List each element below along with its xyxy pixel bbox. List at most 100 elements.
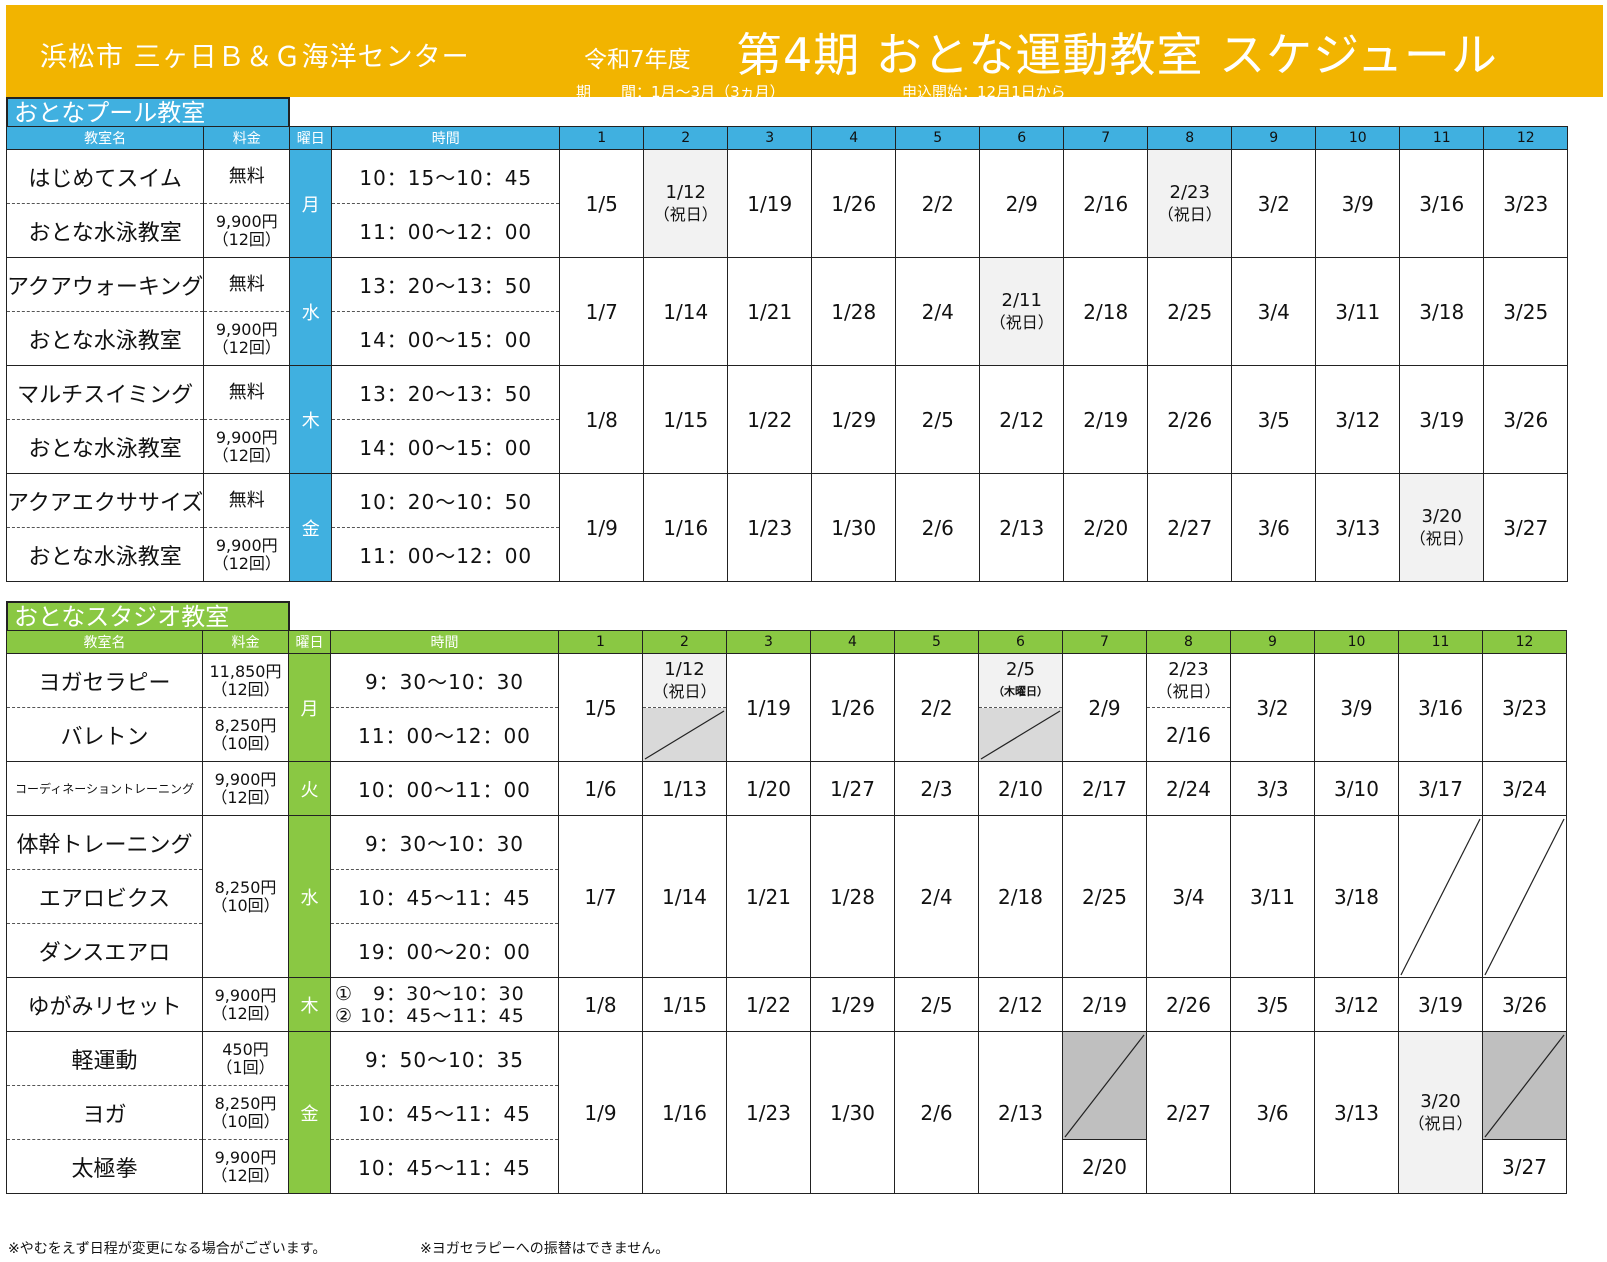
session-date-cell: 1/19 bbox=[727, 149, 813, 258]
class-name: ヨガ bbox=[6, 1085, 203, 1140]
fee-cell: 8,250円 （10回） bbox=[202, 1085, 289, 1140]
session-date-cell: 2/24 bbox=[1146, 761, 1231, 816]
time-cell: 9：30～10：30 bbox=[330, 815, 559, 870]
week-header-8: 8 bbox=[1146, 630, 1231, 654]
session-date-cell: 3/27 bbox=[1482, 1139, 1567, 1194]
week-header-7: 7 bbox=[1063, 126, 1149, 150]
time-cell: 14：00～15：00 bbox=[331, 311, 561, 366]
time-cell: 11：00～12：00 bbox=[330, 707, 559, 762]
session-date-cell: 1/16 bbox=[643, 473, 729, 582]
session-date-cell: 3/4 bbox=[1146, 815, 1231, 978]
session-date-cell: 3/24 bbox=[1482, 761, 1567, 816]
fee-count: （12回） bbox=[211, 1003, 280, 1023]
fee-cell: 9,900円 （12回） bbox=[203, 203, 291, 258]
session-date-cell: 3/6 bbox=[1230, 1031, 1315, 1194]
session-date-cell: 2/18 bbox=[1063, 257, 1149, 366]
session-date-cell: 1/13 bbox=[642, 761, 727, 816]
fee-cell: 無料 bbox=[203, 473, 291, 528]
session-date-cell: 1/9 bbox=[558, 1031, 643, 1194]
week-header-6: 6 bbox=[978, 630, 1063, 654]
fee-cell: 450円 （1回） bbox=[202, 1031, 289, 1086]
session-date: 2/23 bbox=[1168, 658, 1209, 680]
session-date-cell: 2/4 bbox=[895, 257, 981, 366]
class-name: 体幹トレーニング bbox=[6, 815, 203, 870]
studio-class-row: 体幹トレーニング 8,250円 （10回）水 9：30～10：30 1/7 1/14 1/2… bbox=[6, 815, 1567, 978]
session-date-cell: 3/19 bbox=[1398, 977, 1483, 1032]
week-header-7: 7 bbox=[1062, 630, 1147, 654]
studio-section-title: おとなスタジオ教室 bbox=[6, 601, 290, 631]
session-date-cell: 1/5 bbox=[558, 653, 643, 762]
studio-class-row: バレトン 8,250円 （10回） 11：00～12：00 2/16 bbox=[6, 707, 1567, 762]
session-date-cell: 1/8 bbox=[558, 977, 643, 1032]
session-date-cell: 1/26 bbox=[811, 149, 897, 258]
fiscal-year: 令和7年度 bbox=[584, 47, 691, 73]
session-date-cell: 3/23 bbox=[1483, 149, 1569, 258]
page-title: 第4期 おとな運動教室 スケジュール bbox=[736, 28, 1498, 82]
session-date-cell: 1/9 bbox=[559, 473, 645, 582]
session-date-cell: 1/7 bbox=[558, 815, 643, 978]
session-date-cell: 3/9 bbox=[1314, 653, 1399, 762]
session-date-cell: 2/25 bbox=[1147, 257, 1233, 366]
weekday-cell: 月 bbox=[288, 653, 331, 762]
class-name: はじめてスイム bbox=[5, 149, 205, 204]
pool-class-row: おとな水泳教室 9,900円 （12回） 14：00～15：00 bbox=[5, 311, 1568, 366]
session-date-cell: 2/11 （祝日） bbox=[979, 257, 1065, 366]
studio-class-row: ゆがみリセット 9,900円 （12回）木 ① 9：30～10：30 ② 10：45～1… bbox=[6, 977, 1567, 1032]
holiday-note: （祝日） bbox=[1156, 681, 1221, 701]
session-date-cell: 3/20 （祝日） bbox=[1398, 1031, 1483, 1194]
time-cell: 13：20～13：50 bbox=[331, 365, 561, 420]
class-name: ダンスエアロ bbox=[6, 923, 203, 978]
session-date-cell: 3/16 bbox=[1398, 653, 1483, 762]
fee-count: （12回） bbox=[212, 445, 281, 465]
header-banner: 浜松市 三ヶ日Ｂ＆Ｇ海洋センター 令和7年度 第4期 おとな運動教室 スケジュー… bbox=[6, 5, 1603, 101]
week-header-11: 11 bbox=[1399, 126, 1485, 150]
session-date-cell: 2/5 （木曜日） bbox=[978, 653, 1063, 708]
fee-amount: 9,900円 bbox=[215, 211, 278, 231]
org-name: 浜松市 三ヶ日Ｂ＆Ｇ海洋センター bbox=[40, 42, 470, 73]
session-date-cell: 3/13 bbox=[1314, 1031, 1399, 1194]
session-date-cell: 3/11 bbox=[1315, 257, 1401, 366]
not-held-cell bbox=[1482, 1031, 1567, 1140]
time-header: 時間 bbox=[330, 630, 559, 654]
session-date-cell: 3/19 bbox=[1399, 365, 1485, 474]
pool-class-row: はじめてスイム 無料月 10：15～10：45 1/5 1/12 （祝日） 1/19 1/26… bbox=[5, 149, 1569, 258]
class-name: 軽運動 bbox=[6, 1031, 203, 1086]
time-cell: 14：00～15：00 bbox=[331, 419, 561, 474]
session-date-cell: 1/14 bbox=[642, 815, 727, 978]
fee-cell: 8,250円 （10回） bbox=[202, 815, 289, 978]
session-date-cell: 2/10 bbox=[978, 761, 1063, 816]
session-date-cell: 1/23 bbox=[726, 1031, 811, 1194]
session-date-cell: 1/6 bbox=[558, 761, 643, 816]
session-date: 2/11 bbox=[1001, 289, 1042, 311]
day-header: 曜日 bbox=[288, 630, 331, 654]
studio-class-row: ダンスエアロ 19：00～20：00 bbox=[6, 923, 1567, 978]
class-name: 太極拳 bbox=[6, 1139, 203, 1194]
fee-amount: 9,900円 bbox=[215, 535, 278, 555]
fee-amount: 8,250円 bbox=[214, 715, 277, 735]
fee-count: （12回） bbox=[211, 787, 280, 807]
not-held-slash-icon bbox=[1483, 1033, 1566, 1139]
session-date-cell: 2/20 bbox=[1063, 473, 1149, 582]
not-held-slash-icon bbox=[1483, 817, 1566, 977]
time-slot-2: ② 10：45～11：45 bbox=[335, 1004, 525, 1027]
fee-cell: 9,900円 （12回） bbox=[202, 761, 289, 816]
fee-amount: 8,250円 bbox=[214, 1093, 277, 1113]
session-date-cell: 2/3 bbox=[894, 761, 979, 816]
session-date-cell: 2/13 bbox=[978, 1031, 1063, 1194]
fee-cell: 無料 bbox=[203, 365, 291, 420]
session-date-cell: 3/2 bbox=[1231, 149, 1317, 258]
session-date-cell: 2/9 bbox=[979, 149, 1065, 258]
time-cell: 10：20～10：50 bbox=[331, 473, 561, 528]
studio-class-row: 太極拳 9,900円 （12回） 10：45～11：45 2/20 3/27 bbox=[6, 1139, 1567, 1194]
class-name: おとな水泳教室 bbox=[5, 203, 205, 258]
fee-count: （12回） bbox=[212, 553, 281, 573]
session-date-cell: 2/2 bbox=[895, 149, 981, 258]
fee-count: （10回） bbox=[211, 733, 280, 753]
fee-cell: 9,900円 （12回） bbox=[203, 419, 291, 474]
weekday-cell: 木 bbox=[289, 365, 333, 474]
not-held-cell bbox=[1398, 815, 1483, 978]
session-date-cell: 3/17 bbox=[1398, 761, 1483, 816]
week-header-9: 9 bbox=[1230, 630, 1315, 654]
week-header-2: 2 bbox=[642, 630, 727, 654]
pool-class-row: おとな水泳教室 9,900円 （12回） 11：00～12：00 bbox=[5, 527, 1568, 582]
